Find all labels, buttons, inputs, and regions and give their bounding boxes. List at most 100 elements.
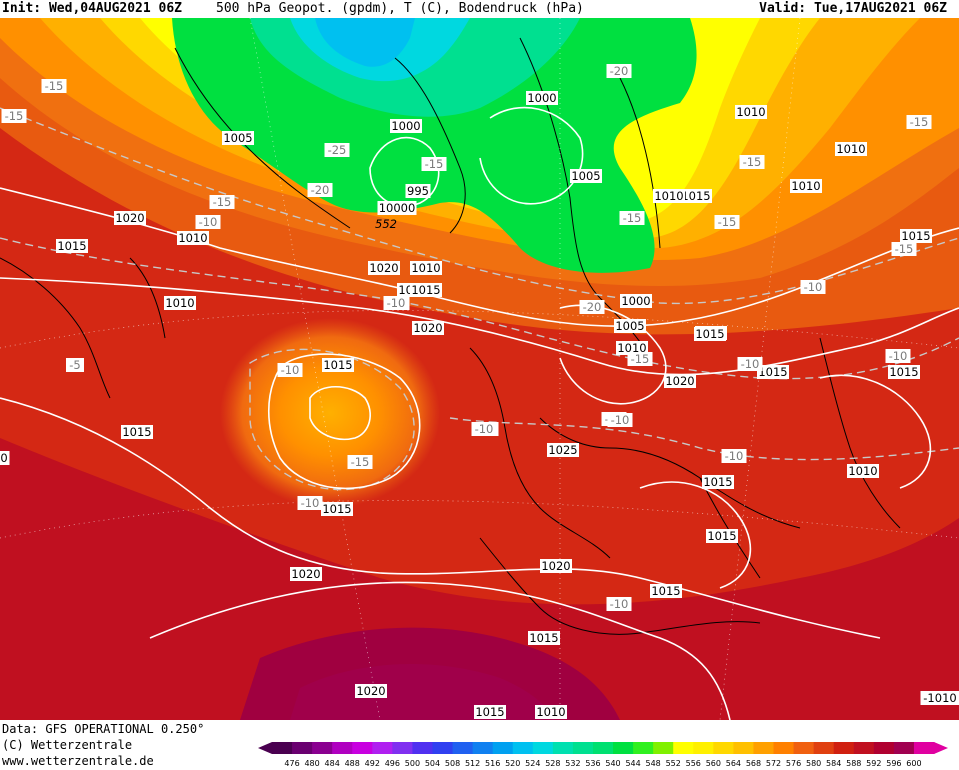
isobar-label: 1020 bbox=[355, 684, 387, 698]
isobar-label: 1015 bbox=[680, 189, 712, 203]
svg-text:-1010: -1010 bbox=[923, 691, 956, 705]
isobar-label: 1015 bbox=[757, 365, 789, 379]
isotherm-label: -15 bbox=[627, 352, 653, 366]
colorbar-swatch bbox=[693, 742, 714, 754]
isobar-label: 1000 bbox=[390, 119, 422, 133]
isobar-label: 1005 bbox=[570, 169, 602, 183]
isotherm-label: -20 bbox=[606, 64, 632, 78]
colorbar-swatch bbox=[773, 742, 795, 754]
svg-text:-10: -10 bbox=[281, 363, 300, 377]
colorbar-tick-label: 568 bbox=[746, 759, 761, 768]
data-source-text: Data: GFS OPERATIONAL 0.250° bbox=[2, 722, 205, 736]
isobar-label: 10000 bbox=[377, 201, 417, 215]
isobar-label: 1015 bbox=[56, 239, 88, 253]
svg-text:1020: 1020 bbox=[413, 321, 442, 335]
colorbar-swatch bbox=[292, 742, 313, 754]
svg-text:1020: 1020 bbox=[115, 211, 144, 225]
svg-text:1020: 1020 bbox=[291, 567, 320, 581]
isobar-label: 1015 bbox=[121, 425, 153, 439]
colorbar-tick-label: 488 bbox=[345, 759, 360, 768]
colorbar-tick-label: 492 bbox=[365, 759, 380, 768]
isobar-label: 1015 bbox=[322, 358, 354, 372]
colorbar-arrow-right bbox=[934, 742, 948, 754]
colorbar-swatch bbox=[452, 742, 474, 754]
svg-text:1015: 1015 bbox=[529, 631, 558, 645]
svg-text:1010: 1010 bbox=[736, 105, 765, 119]
svg-text:1010: 1010 bbox=[617, 341, 646, 355]
isobar-label: 1015 bbox=[900, 229, 932, 243]
isobar-label: 1015 bbox=[528, 631, 560, 645]
colorbar-tick-label: 540 bbox=[605, 759, 620, 768]
isobar-label: 1010 bbox=[735, 105, 767, 119]
svg-text:1015: 1015 bbox=[695, 327, 724, 341]
svg-text:1000: 1000 bbox=[391, 119, 420, 133]
weather-map: 552 100510001005101010151020101510101000… bbox=[0, 18, 959, 720]
colorbar-swatch bbox=[913, 742, 935, 754]
svg-text:-5: -5 bbox=[69, 358, 80, 372]
colorbar-swatch bbox=[713, 742, 734, 754]
isotherm-label: -10 bbox=[800, 280, 826, 294]
colorbar-tick-label: 516 bbox=[485, 759, 500, 768]
isobar-label: 1020 bbox=[114, 211, 146, 225]
isobar-label: 1015 bbox=[321, 502, 353, 516]
isobar-label: -1010 bbox=[920, 691, 959, 705]
colorbar-tick-label: 564 bbox=[726, 759, 741, 768]
isotherm-label: -10 bbox=[606, 597, 632, 611]
azores-high-warm-core bbox=[220, 318, 440, 508]
isotherm-label: -10 bbox=[277, 363, 303, 377]
isobar-label: 1020 bbox=[412, 321, 444, 335]
colorbar-swatch bbox=[472, 742, 494, 754]
isobar-label: 1020 bbox=[290, 567, 322, 581]
isobar-label: 1005 bbox=[614, 319, 646, 333]
colorbar-arrow-left bbox=[258, 742, 272, 754]
isotherm-label: -10 bbox=[721, 449, 747, 463]
isotherm-label: -10 bbox=[297, 496, 323, 510]
svg-text:1005: 1005 bbox=[571, 169, 600, 183]
svg-text:-10: -10 bbox=[725, 449, 744, 463]
svg-text:-25: -25 bbox=[328, 143, 347, 157]
colorbar-tick-label: 580 bbox=[806, 759, 821, 768]
svg-text:-10: -10 bbox=[804, 280, 823, 294]
svg-text:1015: 1015 bbox=[681, 189, 710, 203]
colorbar-tick-label: 552 bbox=[666, 759, 681, 768]
svg-text:-10: -10 bbox=[610, 597, 629, 611]
isobar-label: 1015 bbox=[650, 584, 682, 598]
colorbar-tick-label: 560 bbox=[706, 759, 721, 768]
colorbar-swatch bbox=[532, 742, 554, 754]
geopot-field-552 bbox=[172, 18, 697, 273]
colorbar-swatch bbox=[512, 742, 534, 754]
isobar-label: 1025 bbox=[547, 443, 579, 457]
colorbar-swatch bbox=[613, 742, 634, 754]
isobar-label: 1015 bbox=[888, 365, 920, 379]
isotherm-label: -15 bbox=[347, 455, 373, 469]
isotherm-label: -10 bbox=[471, 422, 497, 436]
isotherm-label: -10 bbox=[195, 215, 221, 229]
svg-text:1010: 1010 bbox=[654, 189, 683, 203]
colorbar-tick-label: 588 bbox=[846, 759, 861, 768]
isobar-label: 1015 bbox=[702, 475, 734, 489]
svg-text:-10: -10 bbox=[199, 215, 218, 229]
svg-text:-10: -10 bbox=[301, 496, 320, 510]
svg-text:1010: 1010 bbox=[178, 231, 207, 245]
colorbar-swatch bbox=[432, 742, 454, 754]
svg-text:-20: -20 bbox=[583, 300, 602, 314]
svg-text:1015: 1015 bbox=[901, 229, 930, 243]
colorbar-tick-label: 520 bbox=[505, 759, 520, 768]
svg-text:1010: 1010 bbox=[411, 261, 440, 275]
svg-text:1015: 1015 bbox=[889, 365, 918, 379]
colorbar-tick-label: 508 bbox=[445, 759, 460, 768]
isobar-label: 1020 bbox=[664, 374, 696, 388]
svg-text:1015: 1015 bbox=[703, 475, 732, 489]
svg-text:1015: 1015 bbox=[323, 358, 352, 372]
colorbar-tick-label: 572 bbox=[766, 759, 781, 768]
isotherm-label: -10 bbox=[885, 349, 911, 363]
colorbar-tick-label: 476 bbox=[284, 759, 299, 768]
isobar-label: 1015 bbox=[706, 529, 738, 543]
colorbar-swatch bbox=[592, 742, 614, 754]
isotherm-label: -20 bbox=[307, 183, 333, 197]
svg-text:1010: 1010 bbox=[791, 179, 820, 193]
colorbar-tick-label: 524 bbox=[525, 759, 540, 768]
init-time: Init: Wed,04AUG2021 06Z bbox=[2, 1, 183, 16]
colorbar-tick-label: 556 bbox=[686, 759, 701, 768]
valid-time: Valid: Tue,17AUG2021 06Z bbox=[759, 1, 947, 16]
